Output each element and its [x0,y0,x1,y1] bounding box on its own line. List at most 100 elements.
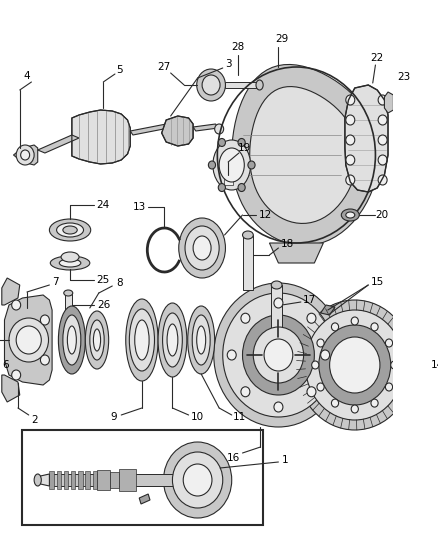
FancyBboxPatch shape [85,471,90,489]
Polygon shape [232,64,379,246]
Text: 2: 2 [31,415,37,425]
Text: 8: 8 [116,278,123,288]
Text: 4: 4 [24,71,30,81]
FancyBboxPatch shape [110,472,119,488]
Polygon shape [250,86,357,223]
Text: 28: 28 [231,42,245,52]
Ellipse shape [63,226,77,234]
Text: 16: 16 [227,453,240,463]
Polygon shape [269,243,323,263]
Circle shape [218,183,226,191]
Circle shape [183,464,212,496]
Ellipse shape [167,324,178,356]
Circle shape [319,325,391,405]
Circle shape [312,361,319,369]
Circle shape [274,402,283,412]
Polygon shape [345,85,388,192]
Ellipse shape [50,256,90,270]
Polygon shape [162,116,193,146]
Circle shape [9,318,49,362]
Circle shape [218,139,226,147]
FancyBboxPatch shape [226,82,260,88]
Circle shape [307,313,316,323]
Ellipse shape [63,315,81,365]
Circle shape [253,327,304,383]
Circle shape [173,452,223,508]
Circle shape [385,383,392,391]
Circle shape [241,387,250,397]
FancyBboxPatch shape [92,471,97,489]
Circle shape [378,95,387,105]
Circle shape [248,161,255,169]
Circle shape [321,350,330,360]
FancyBboxPatch shape [78,471,83,489]
Ellipse shape [243,231,253,239]
FancyBboxPatch shape [120,469,136,491]
Circle shape [12,370,21,380]
Circle shape [214,283,343,427]
Ellipse shape [197,326,206,354]
Text: 29: 29 [276,34,289,44]
Circle shape [346,155,355,165]
Circle shape [40,355,49,365]
Circle shape [378,175,387,185]
Circle shape [264,339,293,371]
Polygon shape [139,494,150,504]
Polygon shape [321,305,335,315]
Ellipse shape [90,320,104,360]
FancyBboxPatch shape [224,177,233,185]
FancyBboxPatch shape [49,471,54,489]
Circle shape [378,155,387,165]
Text: 17: 17 [303,295,317,305]
Text: 19: 19 [238,143,251,153]
Circle shape [208,161,215,169]
Text: 26: 26 [98,300,111,310]
Ellipse shape [59,259,81,267]
Text: 14: 14 [431,360,438,370]
Ellipse shape [192,315,210,365]
FancyBboxPatch shape [64,471,68,489]
Circle shape [346,175,355,185]
Text: 13: 13 [133,202,146,212]
Circle shape [227,350,236,360]
Ellipse shape [126,299,158,381]
Circle shape [332,323,339,331]
Text: 27: 27 [157,62,170,72]
Circle shape [16,326,41,354]
Circle shape [378,115,387,125]
Ellipse shape [179,218,226,278]
Circle shape [346,115,355,125]
Ellipse shape [193,236,211,260]
Circle shape [215,124,224,134]
Ellipse shape [129,309,155,371]
Circle shape [238,183,245,191]
Polygon shape [2,375,20,402]
Ellipse shape [58,306,85,374]
Ellipse shape [57,223,84,237]
Circle shape [202,75,220,95]
Ellipse shape [219,148,244,182]
Text: 24: 24 [97,200,110,210]
Ellipse shape [346,212,355,218]
Ellipse shape [158,303,187,377]
Circle shape [351,317,358,325]
FancyBboxPatch shape [71,471,75,489]
Circle shape [197,69,226,101]
Circle shape [274,298,283,308]
Ellipse shape [64,290,73,296]
Text: 12: 12 [259,210,272,220]
Polygon shape [4,295,52,385]
Circle shape [12,300,21,310]
Circle shape [243,315,314,395]
Circle shape [371,399,378,407]
Circle shape [16,145,34,165]
Ellipse shape [213,140,251,190]
Circle shape [391,361,398,369]
Polygon shape [130,124,169,135]
Circle shape [297,300,413,430]
Circle shape [371,323,378,331]
Circle shape [223,293,334,417]
Ellipse shape [271,281,282,289]
Text: 22: 22 [371,53,384,63]
Circle shape [307,387,316,397]
